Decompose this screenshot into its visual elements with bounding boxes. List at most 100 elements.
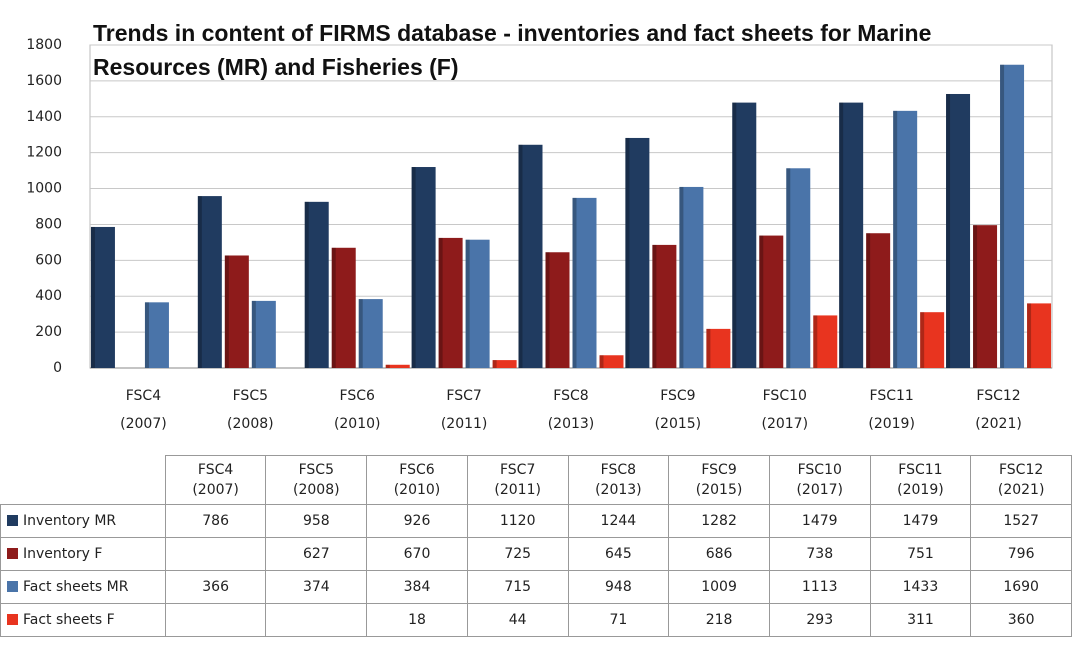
bar-group [438,237,463,368]
bar-shade [518,144,523,368]
bar [90,226,115,368]
legend-label: Fact sheets F [23,612,115,628]
bar [411,167,436,368]
bar [572,197,597,368]
bar-group [625,137,650,368]
bar [599,355,624,368]
bar-shade [652,244,657,368]
bar-shade [732,102,737,368]
table-cell: 958 [265,504,368,538]
bar-group [358,299,383,368]
bar-shade [144,302,149,368]
bar-shade [438,237,443,368]
table-cell [164,603,267,637]
bar-group [518,144,543,368]
table-cell: 786 [164,504,267,538]
bar-group [973,225,998,368]
y-tick-label: 1400 [26,109,62,125]
table-cell: 1009 [668,570,770,604]
bar [813,315,838,368]
table-cell: 18 [366,603,468,637]
table-cell: 1282 [668,504,770,538]
table-corner [0,455,166,505]
bar-shade [197,196,202,368]
bar [197,196,222,368]
bar-group [144,302,169,368]
bar-group [465,239,490,368]
bar-group [759,235,784,368]
bar-group [331,247,356,368]
bar-shade [946,93,951,368]
bar-group [251,300,276,368]
y-tick-label: 1800 [26,37,62,53]
table-cell: 926 [366,504,468,538]
y-tick-label: 600 [35,252,62,268]
bar [251,300,276,368]
bar [625,137,650,368]
bar-shade [331,247,336,368]
table-cell: 686 [668,537,770,571]
table-cell [265,603,368,637]
bar-group [304,201,329,368]
bar-group [732,102,757,368]
bar-group [599,355,624,368]
table-cell: 725 [466,537,569,571]
bar-shade [839,102,844,368]
bar-group [572,197,597,368]
bar [839,102,864,368]
bar-group [197,196,222,368]
table-cell: 1527 [970,504,1072,538]
table-header-row: FSC4 (2007) FSC5 (2008) FSC6 (2010) FSC7 (2011)… [0,455,1072,505]
legend-swatch [7,614,18,625]
bar-shade [358,299,363,368]
table-cell: 218 [668,603,770,637]
y-tick-label: 200 [35,324,62,340]
table-cell: 1479 [768,504,871,538]
bar [946,93,971,368]
bar-shade [251,300,256,368]
legend-swatch [7,548,18,559]
legend-label: Inventory F [23,546,103,562]
y-tick-label: 800 [35,216,62,232]
table-column-header: FSC6 (2010) [366,455,468,505]
y-tick-label: 1000 [26,181,62,197]
bar [973,225,998,368]
bar [893,110,918,368]
bar-group [1000,64,1025,368]
table-cell: 366 [164,570,267,604]
table-cell: 293 [768,603,871,637]
bar-shade [411,167,416,368]
bar [679,186,704,368]
table-column-header: FSC5 (2008) [265,455,368,505]
bar-shade [893,110,898,368]
table-cell: 311 [869,603,972,637]
table-cell: 374 [265,570,368,604]
bar-shade [224,255,229,368]
bar [331,247,356,368]
bar-shade [625,137,630,368]
bar-shade [920,312,925,368]
bar-shade [90,226,95,368]
bar-group [786,168,811,368]
bar-shade [1000,64,1005,368]
bar [385,364,410,368]
bar-shade [545,252,550,368]
bar-group [545,252,570,368]
table-row: Fact sheets MR 366 374 384 715 948 1009 1113 143… [0,570,1072,604]
legend-label: Fact sheets MR [23,579,129,595]
bar-group [385,364,410,368]
y-tick-label: 400 [35,288,62,304]
table-cell: 1479 [869,504,972,538]
bar [224,255,249,368]
bar-shade [973,225,978,368]
table-column-header: FSC11 (2019) [869,455,972,505]
bar-group [839,102,864,368]
bar-group [893,110,918,368]
x-tick-label: FSC12 (2021) [975,388,1022,432]
x-tick-label: FSC4 (2007) [120,388,167,432]
table-column-header: FSC4 (2007) [164,455,267,505]
table-column-header: FSC12 (2021) [970,455,1072,505]
bar [465,239,490,368]
table-row-header: Fact sheets MR [0,570,166,604]
